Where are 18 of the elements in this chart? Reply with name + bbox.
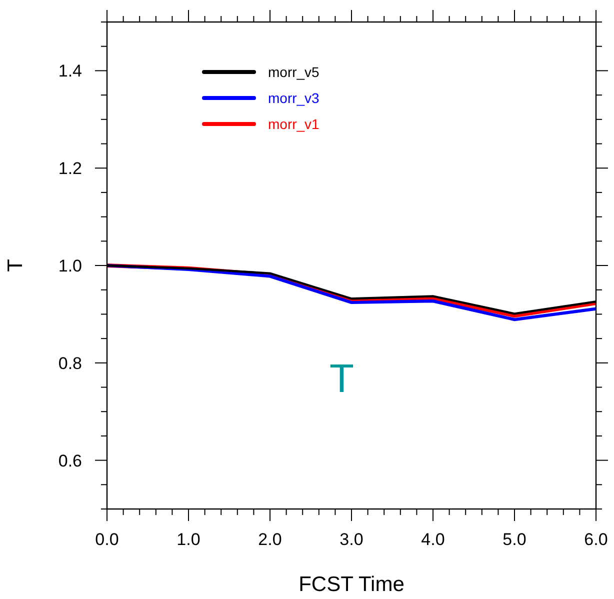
y-tick-label: 0.8	[58, 354, 82, 373]
y-tick-label: 0.6	[58, 451, 82, 470]
x-tick-label: 6.0	[584, 530, 608, 549]
x-tick-label: 1.0	[176, 530, 200, 549]
x-tick-label: 5.0	[502, 530, 526, 549]
y-tick-label: 1.4	[58, 62, 82, 81]
legend-label: morr_v5	[268, 64, 320, 80]
x-tick-label: 4.0	[421, 530, 445, 549]
x-tick-label: 3.0	[340, 530, 364, 549]
x-tick-label: 2.0	[258, 530, 282, 549]
legend-label: morr_v3	[268, 90, 320, 106]
x-tick-label: 0.0	[95, 530, 119, 549]
y-tick-label: 1.2	[58, 159, 82, 178]
y-tick-label: 1.0	[58, 256, 82, 276]
annotation: T	[330, 357, 354, 402]
x-axis-title: FCST Time	[298, 573, 404, 596]
y-axis-title: T	[4, 258, 27, 272]
legend-label: morr_v1	[268, 116, 320, 132]
